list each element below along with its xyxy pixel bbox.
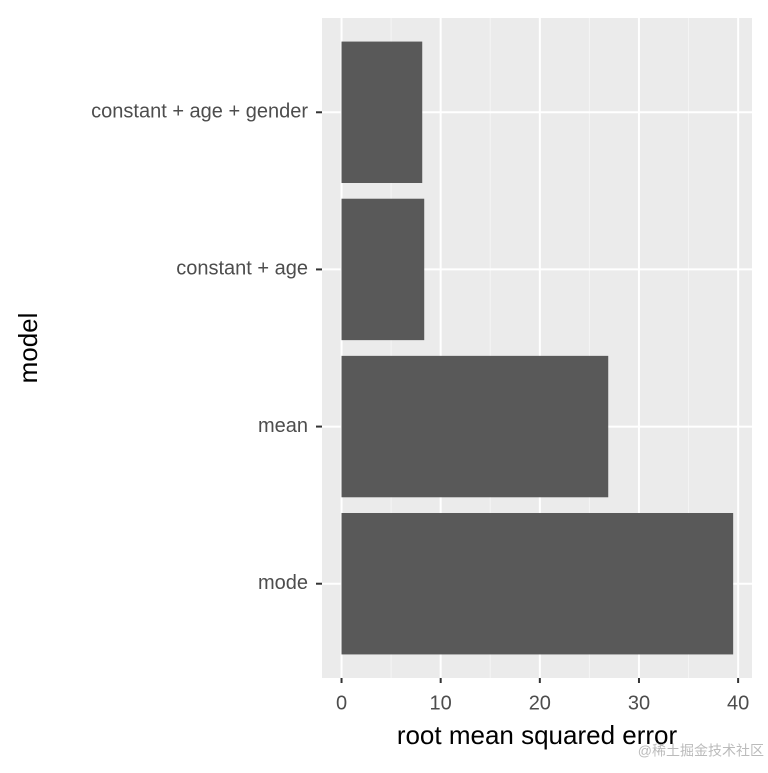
- watermark: @稀土掘金技术社区: [638, 743, 764, 759]
- x-tick-label: 30: [628, 692, 650, 714]
- y-tick-label: mean: [258, 415, 308, 437]
- bar: [341, 198, 425, 341]
- x-axis-title: root mean squared error: [397, 720, 678, 750]
- x-tick-label: 10: [430, 692, 452, 714]
- x-tick-label: 20: [529, 692, 551, 714]
- bar: [341, 513, 734, 655]
- y-tick-label: constant + age + gender: [91, 101, 308, 123]
- y-axis-title: model: [13, 313, 43, 384]
- x-tick-label: 40: [727, 692, 749, 714]
- x-tick-label: 0: [336, 692, 347, 714]
- bar: [341, 355, 609, 498]
- y-tick-label: mode: [258, 572, 308, 594]
- bar: [341, 41, 423, 184]
- y-tick-label: constant + age: [176, 258, 308, 280]
